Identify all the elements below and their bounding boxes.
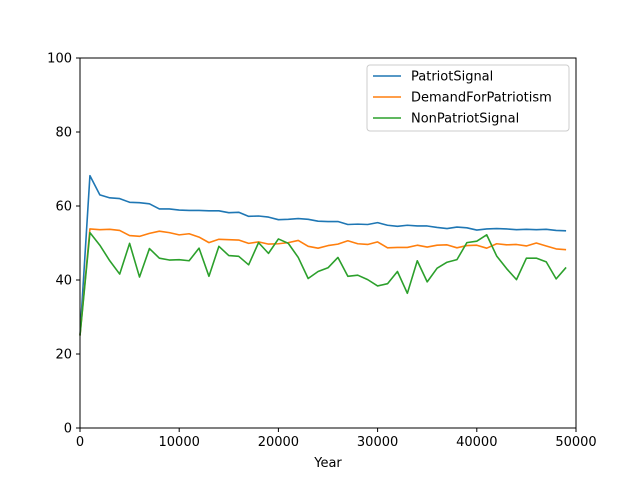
series-layer [79,174,567,336]
x-tick-label: 30000 [357,435,398,450]
x-tick-label: 20000 [258,435,299,450]
x-tick-label: 10000 [159,435,200,450]
legend: PatriotSignal DemandForPatriotism NonPatri… [366,64,570,132]
series-line-non-patriot-signal [79,231,567,336]
legend-label-patriot-signal: PatriotSignal [411,70,493,85]
y-tick-label: 100 [47,52,72,67]
y-axis: 0 20 40 60 80 100 [47,52,80,437]
x-tick-label: 50000 [555,435,596,450]
x-tick-label: 0 [76,435,84,450]
legend-label-non-patriot-signal: NonPatriotSignal [411,112,519,127]
y-tick-label: 40 [55,274,72,289]
y-tick-label: 0 [64,422,72,437]
x-tick-label: 40000 [456,435,497,450]
series-line-demand-for-patriotism [79,228,567,336]
series-line-patriot-signal [79,174,567,336]
y-tick-label: 80 [55,126,72,141]
y-tick-label: 60 [55,200,72,215]
plot-frame [79,57,577,429]
x-axis-label: Year [313,456,342,471]
legend-label-demand-for-patriotism: DemandForPatriotism [411,91,552,106]
legend-box [366,64,570,132]
y-tick-label: 20 [55,348,72,363]
x-axis: 0 10000 20000 30000 40000 50000 [76,428,597,450]
